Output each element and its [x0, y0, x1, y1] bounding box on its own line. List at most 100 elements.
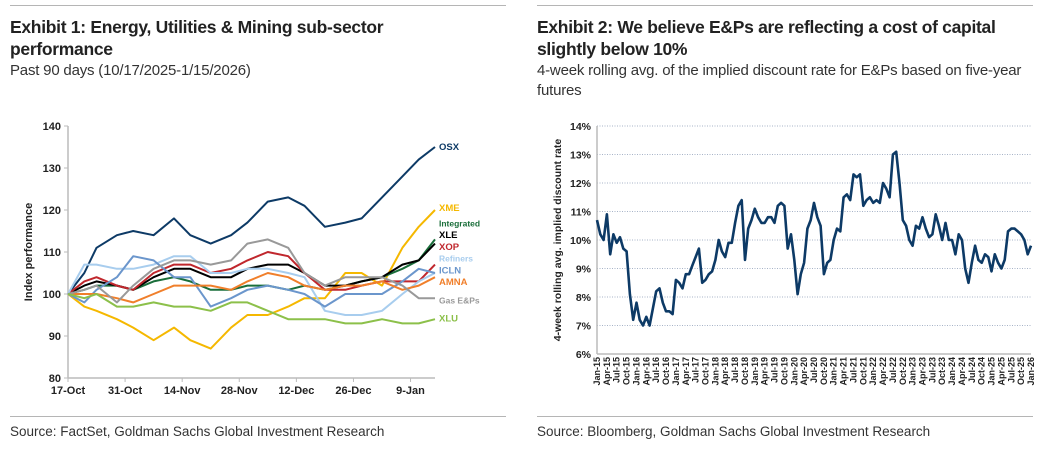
- series-line-gas-e-ps: [67, 238, 435, 304]
- x-tick-label: Jul-21: [848, 357, 858, 383]
- x-tick-label: Jul-19: [770, 357, 780, 383]
- x-tick-label: Oct-17: [701, 357, 711, 385]
- y-tick-label: 13%: [570, 150, 592, 162]
- x-tick-label: Jul-24: [967, 357, 977, 383]
- exhibit-2-panel: Exhibit 2: We believe E&Ps are reflectin…: [537, 0, 1036, 449]
- y-tick-label: 80: [49, 373, 61, 385]
- x-tick-label: Jul-17: [691, 357, 701, 383]
- y-tick-label: 6%: [576, 349, 592, 361]
- bottom-rule: [10, 416, 506, 417]
- exhibit-1-source: Source: FactSet, Goldman Sachs Global In…: [10, 424, 385, 439]
- x-tick-label: Jul-16: [651, 357, 661, 383]
- x-tick-label: Apr-16: [641, 357, 651, 386]
- x-tick-label: 12-Dec: [278, 385, 314, 397]
- series-label: XLU: [439, 313, 458, 324]
- x-tick-label: Apr-17: [681, 357, 691, 386]
- x-tick-label: Oct-24: [977, 357, 987, 385]
- discount-rate-line: [595, 150, 1033, 327]
- series-line-xlu: [67, 293, 436, 325]
- x-tick-label: 9-Jan: [396, 385, 425, 397]
- x-tick-label: Apr-23: [918, 357, 928, 386]
- top-rule: [10, 5, 506, 6]
- x-tick-label: Jul-22: [888, 357, 898, 383]
- x-tick-label: Apr-15: [602, 357, 612, 386]
- x-tick-label: Jan-24: [947, 357, 957, 386]
- y-tick-label: 100: [43, 289, 61, 301]
- series-line-xop: [67, 251, 436, 295]
- series-label: OSX: [439, 142, 460, 153]
- x-tick-label: Jul-23: [927, 357, 937, 383]
- x-tick-label: Jul-15: [612, 357, 622, 383]
- y-tick-label: 140: [43, 121, 61, 133]
- series-line-amna: [68, 272, 436, 304]
- exhibit-2-title: Exhibit 2: We believe E&Ps are reflectin…: [537, 17, 996, 59]
- y-tick-label: 12%: [570, 178, 592, 190]
- series-label: XLE: [439, 230, 457, 241]
- exhibit-1-subtitle: Past 90 days (10/17/2025-1/15/2026): [10, 62, 251, 79]
- x-tick-label: Oct-19: [779, 357, 789, 385]
- x-tick-label: Jan-16: [631, 357, 641, 386]
- y-axis-title: 4-week rolling avg. implied discount rat…: [552, 139, 564, 342]
- series-line-icln: [67, 255, 436, 308]
- series-line-osx: [67, 146, 436, 295]
- series-label: Refiners: [439, 254, 473, 264]
- x-tick-label: Oct-25: [1016, 357, 1026, 385]
- series-label: XME: [439, 203, 460, 214]
- x-tick-label: Jan-21: [829, 357, 839, 386]
- y-axis-title: Index performance: [23, 203, 35, 301]
- x-tick-label: Apr-19: [760, 357, 770, 386]
- series-label: XOP: [439, 242, 460, 253]
- x-tick-label: Apr-21: [839, 357, 849, 386]
- x-tick-label: 26-Dec: [335, 385, 371, 397]
- x-tick-label: Jan-20: [789, 357, 799, 386]
- x-tick-label: Jan-26: [1026, 357, 1036, 386]
- exhibit-2-subtitle: 4-week rolling avg. of the implied disco…: [537, 62, 1022, 99]
- x-tick-label: 17-Oct: [51, 385, 86, 397]
- series-label: Gas E&Ps: [439, 295, 480, 305]
- top-rule: [537, 5, 1033, 6]
- x-tick-label: Jan-25: [987, 357, 997, 386]
- series-label: ICLN: [439, 265, 461, 276]
- y-tick-label: 14%: [570, 121, 592, 133]
- x-tick-label: Apr-22: [878, 357, 888, 386]
- x-tick-label: 31-Oct: [108, 385, 143, 397]
- x-tick-label: Jan-23: [908, 357, 918, 386]
- x-tick-label: Oct-23: [937, 357, 947, 385]
- exhibit-2-chart: 6%7%8%9%10%11%12%13%14%Jan-15 Apr-15 Jul-1…: [552, 121, 1036, 386]
- x-tick-label: 14-Nov: [164, 385, 202, 397]
- x-tick-label: 28-Nov: [221, 385, 259, 397]
- exhibit-2-source: Source: Bloomberg, Goldman Sachs Global …: [537, 424, 931, 439]
- x-tick-label: Oct-20: [819, 357, 829, 385]
- bottom-rule: [537, 416, 1033, 417]
- x-tick-label: Oct-16: [661, 357, 671, 385]
- y-tick-label: 10%: [570, 235, 592, 247]
- x-tick-label: Apr-24: [957, 357, 967, 386]
- x-tick-label: Jan-15: [592, 357, 602, 386]
- exhibit-1-title: Exhibit 1: Energy, Utilities & Mining su…: [10, 17, 384, 59]
- y-tick-label: 9%: [576, 264, 592, 276]
- y-tick-label: 90: [49, 331, 61, 343]
- y-tick-label: 8%: [576, 292, 592, 304]
- series-line-integrated: [67, 238, 436, 295]
- x-tick-label: Jan-18: [710, 357, 720, 386]
- x-tick-label: Jan-22: [868, 357, 878, 386]
- x-tick-label: Apr-18: [720, 357, 730, 386]
- x-tick-label: Jul-20: [809, 357, 819, 383]
- x-tick-label: Apr-20: [799, 357, 809, 386]
- x-tick-label: Oct-15: [622, 357, 632, 385]
- series-line-xme: [67, 209, 436, 350]
- x-tick-label: Jan-19: [750, 357, 760, 386]
- x-tick-label: Oct-18: [740, 357, 750, 385]
- y-tick-label: 11%: [571, 207, 592, 219]
- x-tick-label: Jan-17: [671, 357, 681, 386]
- series-label: Integrated: [439, 218, 480, 228]
- x-tick-label: Jul-25: [1006, 357, 1016, 383]
- x-tick-label: Jul-18: [730, 357, 740, 383]
- exhibit-1-chart: 80 90 100 110 120 130 140 17-Oct 31-Oct 14-Nov 28-…: [23, 121, 480, 397]
- y-tick-label: 130: [43, 163, 61, 175]
- x-tick-label: Oct-22: [898, 357, 908, 385]
- y-tick-label: 7%: [576, 321, 592, 333]
- x-tick-label: Apr-25: [996, 357, 1006, 386]
- x-tick-label: Oct-21: [858, 357, 868, 385]
- exhibit-1-panel: Exhibit 1: Energy, Utilities & Mining su…: [10, 0, 506, 449]
